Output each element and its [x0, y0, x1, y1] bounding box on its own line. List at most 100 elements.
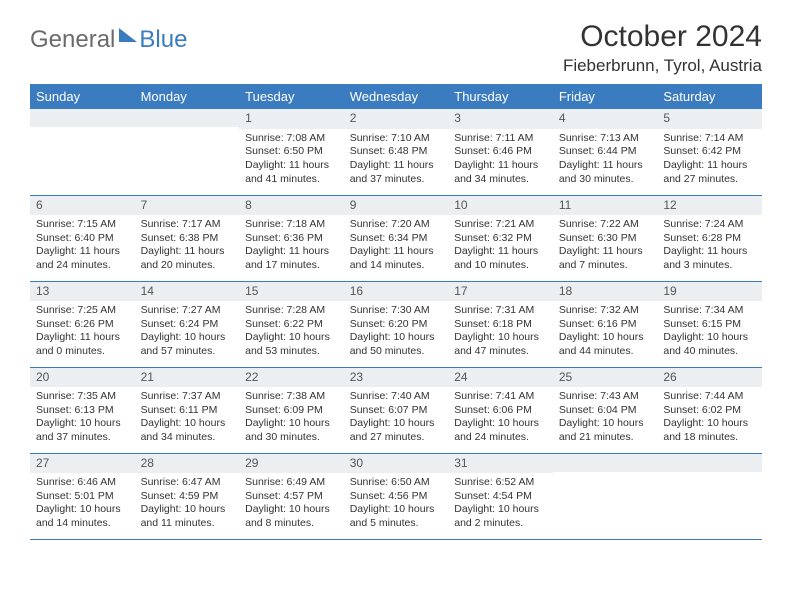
- sunset-text: Sunset: 6:22 PM: [245, 318, 338, 332]
- day-number: 27: [30, 454, 135, 474]
- sunrise-text: Sunrise: 7:37 AM: [141, 390, 234, 404]
- daylight-text: Daylight: 11 hours and 10 minutes.: [454, 245, 547, 272]
- weekday-header-row: Sunday Monday Tuesday Wednesday Thursday…: [30, 84, 762, 109]
- daylight-text: Daylight: 11 hours and 0 minutes.: [36, 331, 129, 358]
- calendar-cell: 23Sunrise: 7:40 AMSunset: 6:07 PMDayligh…: [344, 367, 449, 453]
- daylight-text: Daylight: 10 hours and 44 minutes.: [559, 331, 652, 358]
- sunset-text: Sunset: 6:20 PM: [350, 318, 443, 332]
- daylight-text: Daylight: 10 hours and 24 minutes.: [454, 417, 547, 444]
- day-details: Sunrise: 7:27 AMSunset: 6:24 PMDaylight:…: [135, 301, 240, 361]
- day-number: 20: [30, 368, 135, 388]
- day-number: 14: [135, 282, 240, 302]
- sunrise-text: Sunrise: 7:17 AM: [141, 218, 234, 232]
- sunrise-text: Sunrise: 7:34 AM: [663, 304, 756, 318]
- day-number: 9: [344, 196, 449, 216]
- day-number: 12: [657, 196, 762, 216]
- calendar-week-row: 1Sunrise: 7:08 AMSunset: 6:50 PMDaylight…: [30, 109, 762, 195]
- calendar-cell: 13Sunrise: 7:25 AMSunset: 6:26 PMDayligh…: [30, 281, 135, 367]
- calendar-cell: 9Sunrise: 7:20 AMSunset: 6:34 PMDaylight…: [344, 195, 449, 281]
- day-number: 29: [239, 454, 344, 474]
- daylight-text: Daylight: 10 hours and 50 minutes.: [350, 331, 443, 358]
- calendar-cell: 10Sunrise: 7:21 AMSunset: 6:32 PMDayligh…: [448, 195, 553, 281]
- day-number: 7: [135, 196, 240, 216]
- day-number: 28: [135, 454, 240, 474]
- day-number: 31: [448, 454, 553, 474]
- location: Fieberbrunn, Tyrol, Austria: [563, 56, 762, 76]
- daylight-text: Daylight: 11 hours and 14 minutes.: [350, 245, 443, 272]
- day-details: Sunrise: 7:32 AMSunset: 6:16 PMDaylight:…: [553, 301, 658, 361]
- calendar-cell: 11Sunrise: 7:22 AMSunset: 6:30 PMDayligh…: [553, 195, 658, 281]
- sunrise-text: Sunrise: 7:21 AM: [454, 218, 547, 232]
- sunset-text: Sunset: 4:57 PM: [245, 490, 338, 504]
- sunrise-text: Sunrise: 6:47 AM: [141, 476, 234, 490]
- sunrise-text: Sunrise: 7:32 AM: [559, 304, 652, 318]
- calendar-cell: [657, 453, 762, 539]
- sunrise-text: Sunrise: 7:44 AM: [663, 390, 756, 404]
- day-details: Sunrise: 7:40 AMSunset: 6:07 PMDaylight:…: [344, 387, 449, 447]
- day-number: 1: [239, 109, 344, 129]
- daylight-text: Daylight: 11 hours and 34 minutes.: [454, 159, 547, 186]
- daylight-text: Daylight: 11 hours and 41 minutes.: [245, 159, 338, 186]
- sunrise-text: Sunrise: 7:14 AM: [663, 132, 756, 146]
- daylight-text: Daylight: 10 hours and 53 minutes.: [245, 331, 338, 358]
- day-details: Sunrise: 7:41 AMSunset: 6:06 PMDaylight:…: [448, 387, 553, 447]
- sunset-text: Sunset: 6:24 PM: [141, 318, 234, 332]
- sunset-text: Sunset: 6:28 PM: [663, 232, 756, 246]
- sunset-text: Sunset: 4:56 PM: [350, 490, 443, 504]
- sunset-text: Sunset: 6:16 PM: [559, 318, 652, 332]
- daylight-text: Daylight: 10 hours and 34 minutes.: [141, 417, 234, 444]
- calendar-cell: 3Sunrise: 7:11 AMSunset: 6:46 PMDaylight…: [448, 109, 553, 195]
- calendar-cell: 27Sunrise: 6:46 AMSunset: 5:01 PMDayligh…: [30, 453, 135, 539]
- sunset-text: Sunset: 6:09 PM: [245, 404, 338, 418]
- sunset-text: Sunset: 6:06 PM: [454, 404, 547, 418]
- sunrise-text: Sunrise: 7:40 AM: [350, 390, 443, 404]
- calendar-cell: 26Sunrise: 7:44 AMSunset: 6:02 PMDayligh…: [657, 367, 762, 453]
- calendar-week-row: 6Sunrise: 7:15 AMSunset: 6:40 PMDaylight…: [30, 195, 762, 281]
- sunrise-text: Sunrise: 6:49 AM: [245, 476, 338, 490]
- daylight-text: Daylight: 11 hours and 3 minutes.: [663, 245, 756, 272]
- daylight-text: Daylight: 11 hours and 30 minutes.: [559, 159, 652, 186]
- daylight-text: Daylight: 11 hours and 27 minutes.: [663, 159, 756, 186]
- calendar-cell: 20Sunrise: 7:35 AMSunset: 6:13 PMDayligh…: [30, 367, 135, 453]
- day-number: 18: [553, 282, 658, 302]
- day-details: Sunrise: 6:46 AMSunset: 5:01 PMDaylight:…: [30, 473, 135, 533]
- sunrise-text: Sunrise: 7:10 AM: [350, 132, 443, 146]
- calendar-cell: 4Sunrise: 7:13 AMSunset: 6:44 PMDaylight…: [553, 109, 658, 195]
- daylight-text: Daylight: 10 hours and 37 minutes.: [36, 417, 129, 444]
- sunrise-text: Sunrise: 7:25 AM: [36, 304, 129, 318]
- daylight-text: Daylight: 10 hours and 8 minutes.: [245, 503, 338, 530]
- logo: General Blue: [30, 20, 187, 54]
- daylight-text: Daylight: 10 hours and 18 minutes.: [663, 417, 756, 444]
- calendar-cell: 14Sunrise: 7:27 AMSunset: 6:24 PMDayligh…: [135, 281, 240, 367]
- calendar-cell: 22Sunrise: 7:38 AMSunset: 6:09 PMDayligh…: [239, 367, 344, 453]
- weekday-header: Sunday: [30, 84, 135, 109]
- calendar-cell: 25Sunrise: 7:43 AMSunset: 6:04 PMDayligh…: [553, 367, 658, 453]
- sunset-text: Sunset: 6:30 PM: [559, 232, 652, 246]
- day-details: Sunrise: 6:47 AMSunset: 4:59 PMDaylight:…: [135, 473, 240, 533]
- calendar-week-row: 13Sunrise: 7:25 AMSunset: 6:26 PMDayligh…: [30, 281, 762, 367]
- day-details: Sunrise: 7:44 AMSunset: 6:02 PMDaylight:…: [657, 387, 762, 447]
- sunrise-text: Sunrise: 7:22 AM: [559, 218, 652, 232]
- day-details: Sunrise: 7:08 AMSunset: 6:50 PMDaylight:…: [239, 129, 344, 189]
- day-number: [657, 454, 762, 472]
- sunset-text: Sunset: 6:11 PM: [141, 404, 234, 418]
- sunset-text: Sunset: 6:46 PM: [454, 145, 547, 159]
- day-number: 2: [344, 109, 449, 129]
- sunset-text: Sunset: 6:38 PM: [141, 232, 234, 246]
- weekday-header: Thursday: [448, 84, 553, 109]
- day-details: Sunrise: 6:52 AMSunset: 4:54 PMDaylight:…: [448, 473, 553, 533]
- calendar-cell: 17Sunrise: 7:31 AMSunset: 6:18 PMDayligh…: [448, 281, 553, 367]
- sunrise-text: Sunrise: 7:41 AM: [454, 390, 547, 404]
- sunset-text: Sunset: 6:36 PM: [245, 232, 338, 246]
- sunrise-text: Sunrise: 7:35 AM: [36, 390, 129, 404]
- sunrise-text: Sunrise: 6:50 AM: [350, 476, 443, 490]
- calendar-cell: 16Sunrise: 7:30 AMSunset: 6:20 PMDayligh…: [344, 281, 449, 367]
- sunset-text: Sunset: 6:50 PM: [245, 145, 338, 159]
- day-number: 4: [553, 109, 658, 129]
- sunset-text: Sunset: 6:40 PM: [36, 232, 129, 246]
- calendar-cell: 2Sunrise: 7:10 AMSunset: 6:48 PMDaylight…: [344, 109, 449, 195]
- day-number: 24: [448, 368, 553, 388]
- calendar-cell: 28Sunrise: 6:47 AMSunset: 4:59 PMDayligh…: [135, 453, 240, 539]
- daylight-text: Daylight: 10 hours and 21 minutes.: [559, 417, 652, 444]
- sunset-text: Sunset: 6:04 PM: [559, 404, 652, 418]
